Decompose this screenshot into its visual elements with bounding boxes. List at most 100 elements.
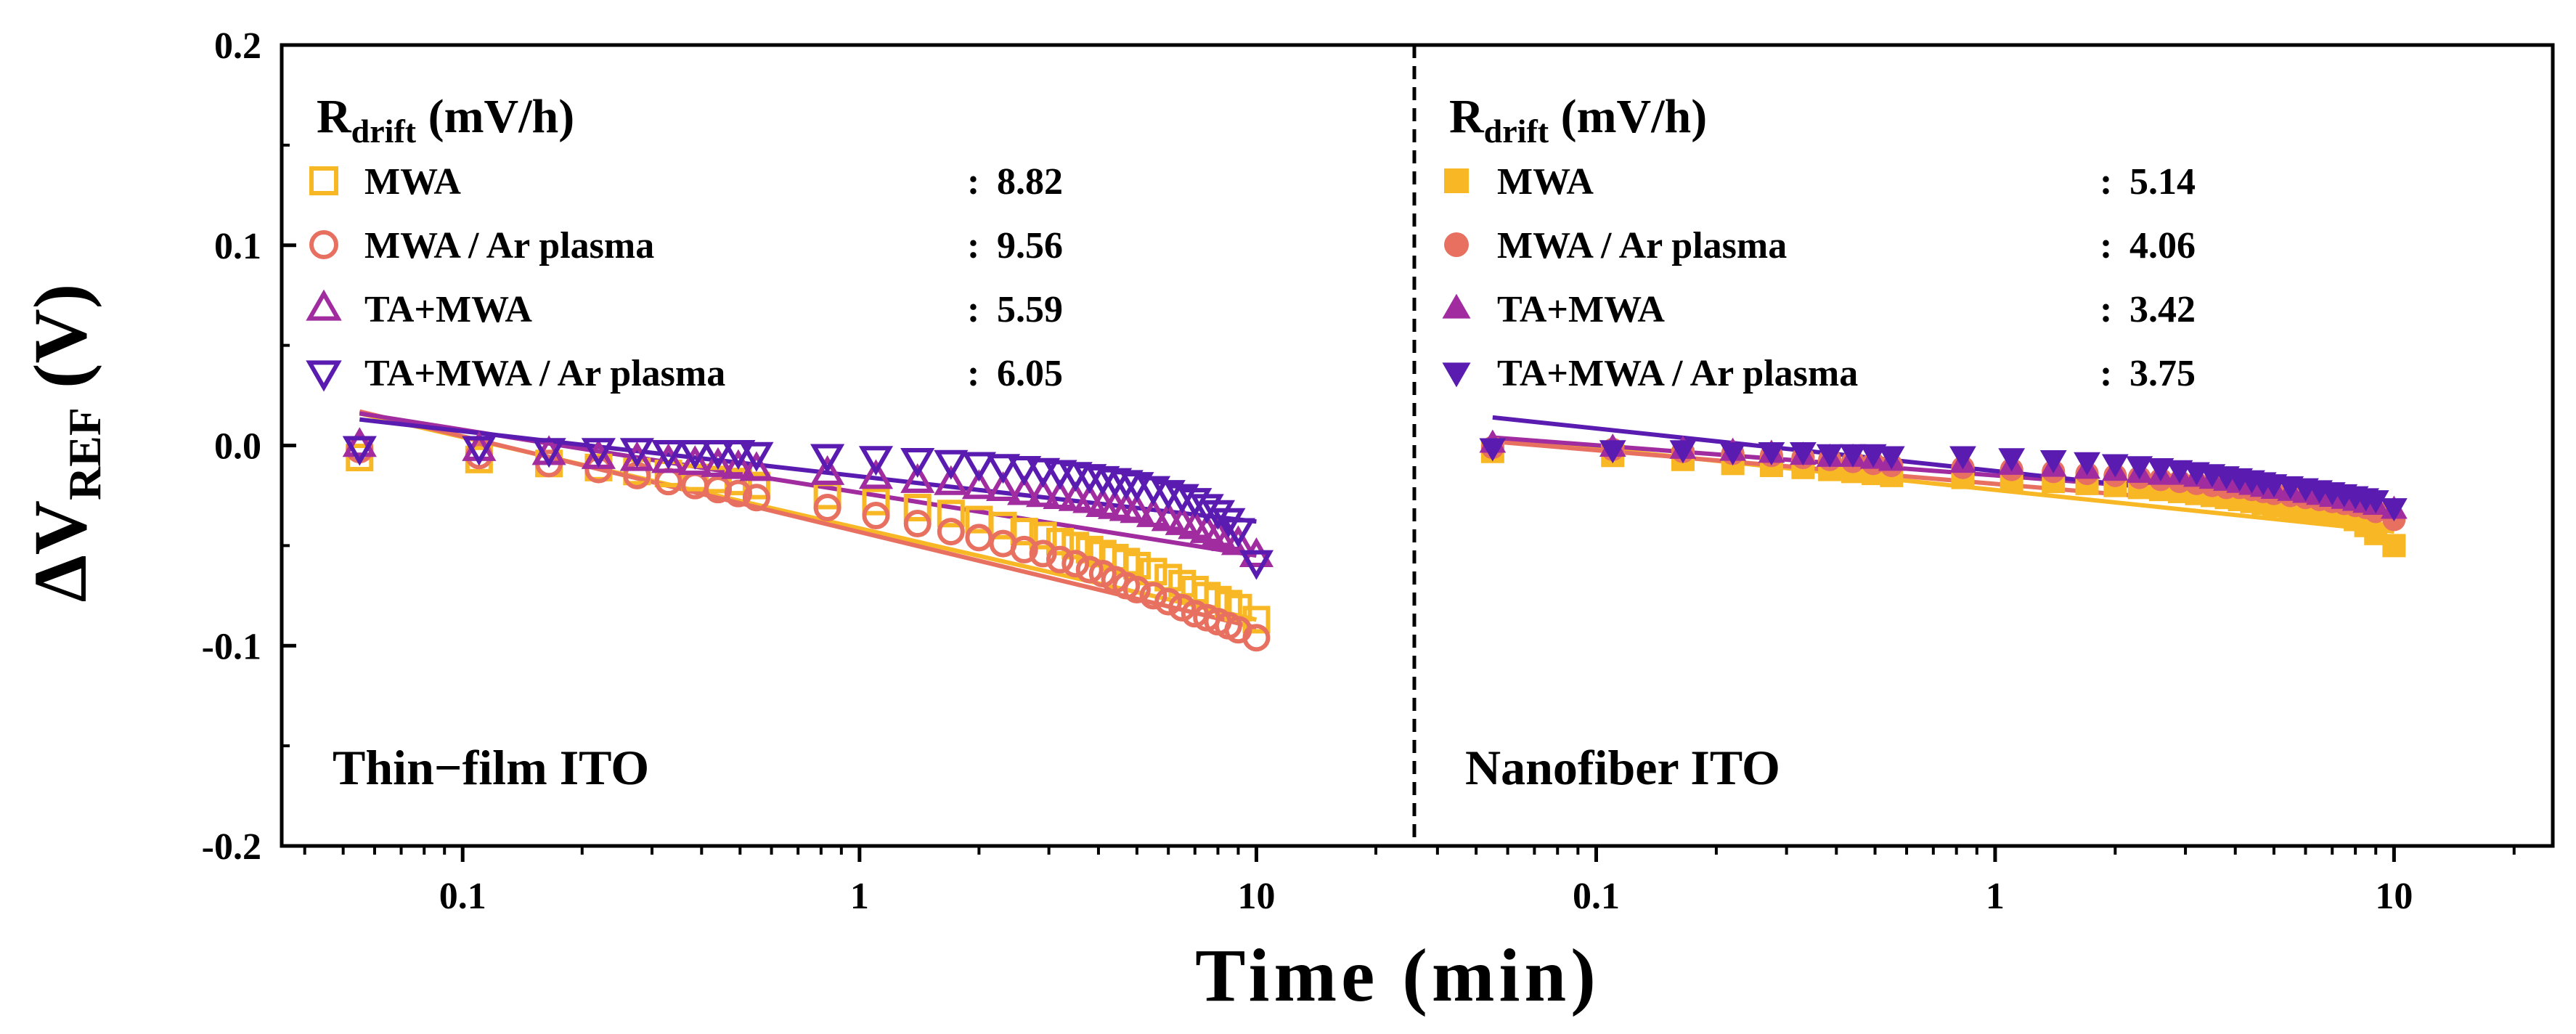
y-tick-label: -0.1	[202, 626, 261, 667]
data-point	[651, 439, 686, 470]
data-point	[961, 469, 996, 500]
legend-drift-value: 4.06	[2129, 225, 2196, 266]
y-axis-title: ΔVREF (V)	[19, 284, 110, 603]
legend-label: TA+MWA	[1497, 289, 1665, 330]
legend-marker	[306, 360, 342, 392]
data-point	[1136, 497, 1171, 527]
data-point	[1878, 446, 1905, 470]
legend-label: MWA / Ar plasma	[1497, 225, 1787, 266]
legend-marker	[1444, 168, 1469, 193]
y-tick-label: 0.2	[214, 25, 261, 67]
data-point	[619, 441, 654, 471]
plot-area: -0.2 -0.1 0.0 0.1 0.2 0.1 1 10 Rdrift (mV/h) MWA:…	[202, 25, 2555, 917]
data-point	[1154, 587, 1183, 616]
data-point	[1998, 448, 2026, 472]
data-point	[1859, 444, 1887, 468]
data-point	[1242, 624, 1271, 652]
data-point	[1046, 545, 1074, 574]
data-point	[813, 493, 841, 521]
x-tick-label: 0.1	[439, 876, 486, 917]
data-point	[810, 455, 845, 485]
data-point	[342, 436, 377, 466]
y-tick-label: 0.0	[214, 426, 261, 468]
y-axis-title-unit: (V)	[19, 284, 102, 407]
data-point	[862, 487, 890, 516]
data-point	[1010, 518, 1038, 546]
legend-drift-value: 3.42	[2129, 289, 2196, 330]
legend-colon: :	[2100, 161, 2112, 203]
data-point	[1061, 532, 1090, 560]
legend-colon: :	[2100, 225, 2112, 266]
data-point	[1007, 475, 1042, 505]
data-point	[2380, 498, 2408, 522]
data-point	[934, 449, 969, 480]
legend-title: Rdrift (mV/h)	[1449, 90, 1707, 150]
legend-drift-value: 9.56	[997, 225, 1063, 266]
legend-colon: :	[967, 161, 979, 203]
data-point	[903, 510, 932, 538]
data-point	[1181, 600, 1209, 628]
data-point	[1165, 484, 1199, 514]
x-tick-label: 1	[1986, 876, 2005, 917]
y-axis-title-sub: REF	[59, 407, 110, 500]
data-point	[2147, 458, 2174, 482]
series-circle	[346, 436, 1271, 652]
data-point	[810, 444, 845, 474]
data-point	[1669, 440, 1697, 464]
legend-marker	[1442, 362, 1471, 388]
data-point	[1599, 440, 1626, 464]
legend-label: TA+MWA / Ar plasma	[1497, 353, 1858, 394]
plot-frame	[280, 43, 2555, 848]
legend-drift-value: 5.14	[2129, 161, 2196, 203]
legend-marker	[309, 166, 338, 195]
data-point	[858, 446, 894, 476]
data-point	[1168, 593, 1197, 622]
data-point	[900, 448, 935, 479]
legend-label: MWA	[364, 161, 461, 203]
legend-label: TA+MWA / Ar plasma	[364, 353, 725, 394]
data-point	[342, 427, 377, 457]
data-point	[985, 454, 1021, 484]
y-tick-label: -0.2	[202, 826, 261, 868]
legend-drift-value: 8.82	[997, 161, 1063, 203]
legend-label: MWA	[1497, 161, 1594, 203]
data-point	[1029, 540, 1057, 568]
data-point	[2382, 534, 2406, 558]
data-point	[651, 443, 686, 473]
data-point	[2039, 450, 2067, 474]
data-point	[1120, 493, 1154, 524]
data-point	[531, 438, 566, 468]
legend-marker	[306, 289, 342, 321]
data-point	[961, 452, 996, 482]
data-point	[1026, 477, 1061, 508]
data-point	[619, 438, 654, 468]
data-point	[1043, 479, 1077, 509]
data-point	[742, 484, 770, 512]
legend-drift-value: 6.05	[997, 353, 1063, 394]
data-point	[1010, 535, 1038, 563]
legend-drift-value: 3.75	[2129, 353, 2196, 394]
data-point	[858, 459, 894, 489]
data-point	[1139, 582, 1167, 610]
data-point	[2101, 454, 2129, 478]
fit-line	[359, 409, 1258, 630]
data-point	[903, 493, 932, 521]
data-point	[1719, 441, 1747, 465]
data-point	[677, 439, 712, 470]
data-point	[584, 455, 613, 484]
data-point	[1007, 456, 1042, 487]
legend-marker	[1444, 232, 1469, 257]
data-point	[739, 441, 774, 472]
panel-2: 0.1 1 10 Rdrift (mV/h) MWA:5.14 MWA / Ar plas…	[1435, 90, 2516, 917]
y-axis-title-main: ΔV	[19, 500, 102, 602]
x-tick-label: 0.1	[1573, 876, 1620, 917]
data-point	[965, 524, 993, 552]
data-point	[2126, 456, 2153, 480]
legend-colon: :	[967, 353, 979, 394]
data-point	[739, 451, 774, 481]
x-tick-label: 10	[1237, 876, 1275, 917]
x-tick-label: 10	[2375, 876, 2413, 917]
data-point	[2362, 490, 2389, 514]
